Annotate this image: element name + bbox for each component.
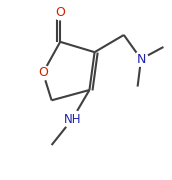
Circle shape bbox=[134, 52, 148, 66]
Text: N: N bbox=[136, 53, 146, 66]
Text: O: O bbox=[38, 66, 48, 79]
Circle shape bbox=[53, 5, 67, 20]
Circle shape bbox=[63, 110, 81, 128]
Circle shape bbox=[36, 66, 50, 80]
Text: O: O bbox=[55, 6, 65, 19]
Text: NH: NH bbox=[63, 113, 81, 126]
